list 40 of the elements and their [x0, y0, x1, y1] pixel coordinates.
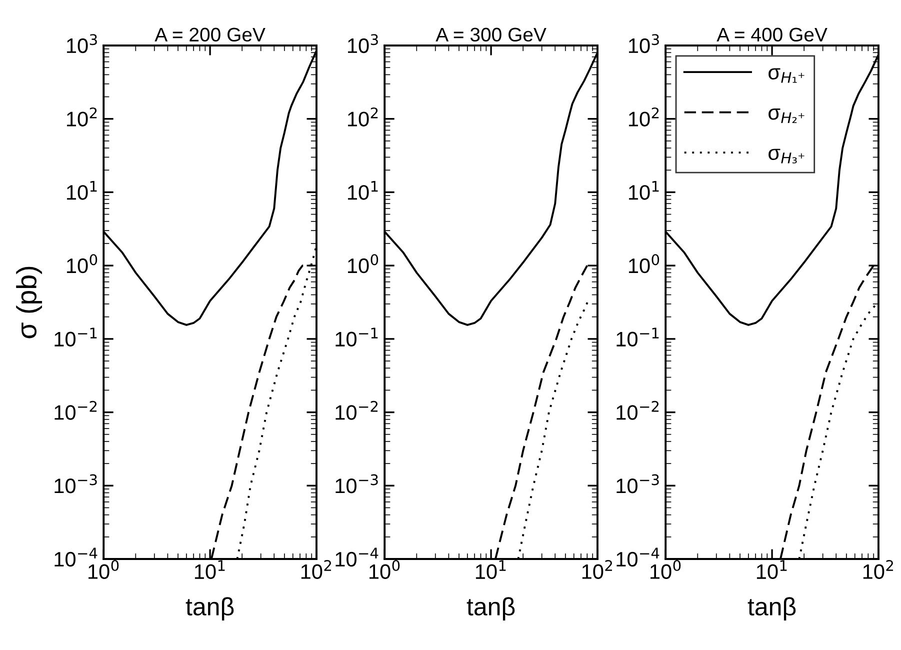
legend-label: σ$_{H₁⁺}$ — [768, 68, 804, 83]
y-tick-label: 10$^{−1}$ — [336, 328, 378, 347]
x-axis-title: tanβ — [748, 597, 796, 620]
x-tick-label: 10$^{2}$ — [301, 560, 332, 580]
y-axis-title: σ (pb) — [16, 266, 42, 338]
y-tick-label: 10$^{2}$ — [628, 107, 659, 126]
y-tick-label: 10$^{−2}$ — [336, 400, 378, 420]
y-tick-label: 10$^{−1}$ — [616, 328, 659, 347]
x-tick-label: 10$^{0}$ — [650, 560, 681, 580]
y-tick-label: 10$^{−3}$ — [54, 474, 97, 494]
y-tick-label: 10$^{0}$ — [628, 254, 660, 274]
chart-title: A = 200 GeV — [154, 28, 266, 42]
y-tick-label: 10$^{−3}$ — [336, 474, 378, 494]
y-tick-label: 10$^{−2}$ — [54, 400, 97, 420]
y-tick-label: 10$^{3}$ — [628, 34, 659, 54]
chart-title: A = 300 GeV — [436, 28, 546, 42]
x-tick-label: 10$^{0}$ — [370, 560, 400, 580]
x-tick-label: 10$^{1}$ — [476, 560, 506, 580]
x-axis-title: tanβ — [186, 597, 234, 620]
legend-label: σ$_{H₂⁺}$ — [768, 108, 804, 124]
x-tick-label: 10$^{0}$ — [88, 560, 119, 580]
legend-label: σ$_{H₃⁺}$ — [768, 148, 804, 164]
y-tick-label: 10$^{−1}$ — [54, 328, 97, 347]
y-tick-label: 10$^{0}$ — [67, 254, 98, 274]
y-tick-label: 10$^{−2}$ — [616, 400, 659, 420]
y-tick-label: 10$^{2}$ — [67, 107, 97, 126]
x-tick-label: 10$^{2}$ — [582, 560, 612, 580]
x-tick-label: 10$^{2}$ — [863, 560, 893, 580]
y-tick-label: 10$^{2}$ — [348, 107, 378, 126]
y-tick-label: 10$^{1}$ — [348, 181, 378, 200]
y-tick-label: 10$^{0}$ — [348, 254, 378, 274]
x-axis-title: tanβ — [466, 597, 515, 620]
y-tick-label: 10$^{3}$ — [348, 34, 378, 54]
y-tick-label: 10$^{1}$ — [67, 181, 97, 200]
y-tick-label: 10$^{3}$ — [67, 34, 97, 54]
x-tick-label: 10$^{1}$ — [756, 560, 787, 580]
x-tick-label: 10$^{1}$ — [194, 560, 225, 580]
y-tick-label: 10$^{1}$ — [628, 181, 659, 200]
y-tick-label: 10$^{−3}$ — [616, 474, 659, 494]
chart-title: A = 400 GeV — [716, 28, 828, 42]
